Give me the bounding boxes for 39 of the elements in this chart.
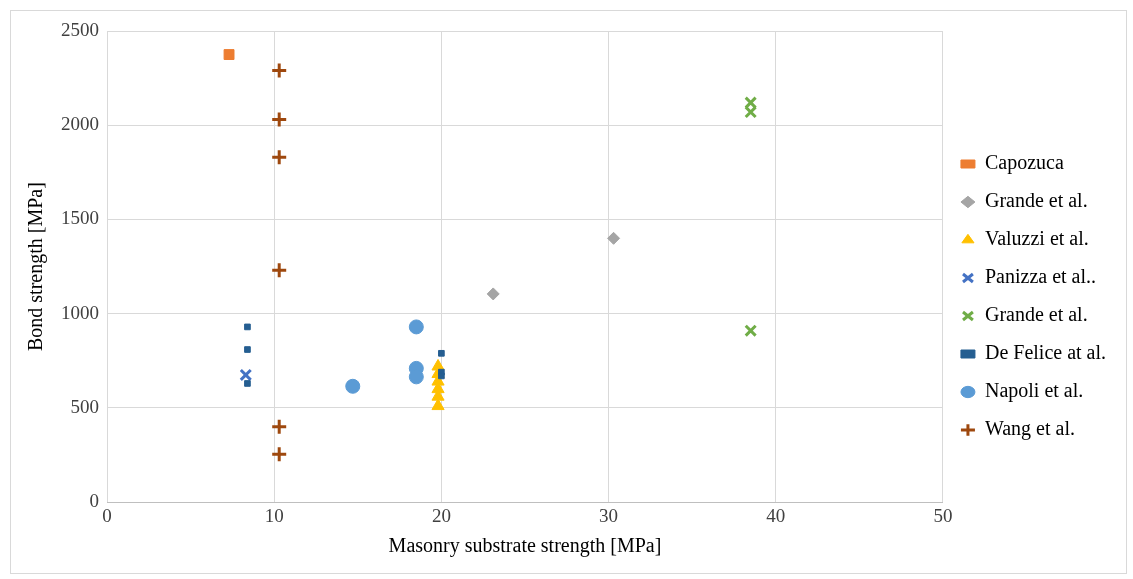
point — [408, 319, 424, 335]
y-tick-label: 0 — [89, 490, 99, 512]
legend-label: Napoli et al. — [984, 379, 1084, 403]
x-tick-label: 20 — [431, 504, 451, 526]
legend-label: Grande et al. — [984, 303, 1088, 326]
point — [270, 111, 288, 129]
y-tick-label: 2000 — [61, 113, 99, 135]
point — [244, 346, 251, 353]
point — [486, 287, 500, 301]
point — [244, 323, 251, 331]
point — [223, 49, 235, 61]
legend-label: Wang et al. — [984, 417, 1075, 441]
x-axis-title: Masonry substrate strength [MPa] — [388, 534, 662, 558]
x-tick-label: 50 — [933, 504, 953, 526]
point — [270, 148, 288, 166]
legend-label: Grande et al. — [984, 189, 1088, 212]
x-tick-label: 30 — [599, 504, 619, 526]
legend-label: Valuzzi et al. — [984, 227, 1089, 250]
y-tick-label: 500 — [70, 395, 99, 417]
legend-label: Capozuca — [984, 151, 1064, 175]
y-tick-label: 2500 — [61, 18, 99, 40]
legend-label: De Felice at al. — [984, 341, 1107, 364]
point — [244, 380, 251, 387]
x-tick-label: 40 — [766, 504, 786, 526]
point — [270, 445, 288, 463]
point — [345, 378, 361, 394]
point — [270, 62, 288, 80]
x-tick-label: 10 — [264, 504, 284, 526]
y-axis-title: Bond strength [MPa] — [24, 182, 48, 352]
point — [239, 368, 253, 382]
legend-label: Panizza et al.. — [984, 265, 1097, 288]
y-tick-label: 1000 — [61, 301, 99, 323]
point — [438, 349, 445, 357]
point — [744, 324, 758, 338]
y-tick-label: 1500 — [61, 207, 99, 229]
point — [270, 418, 288, 436]
point — [270, 261, 288, 279]
point — [431, 398, 445, 411]
point — [607, 231, 621, 245]
